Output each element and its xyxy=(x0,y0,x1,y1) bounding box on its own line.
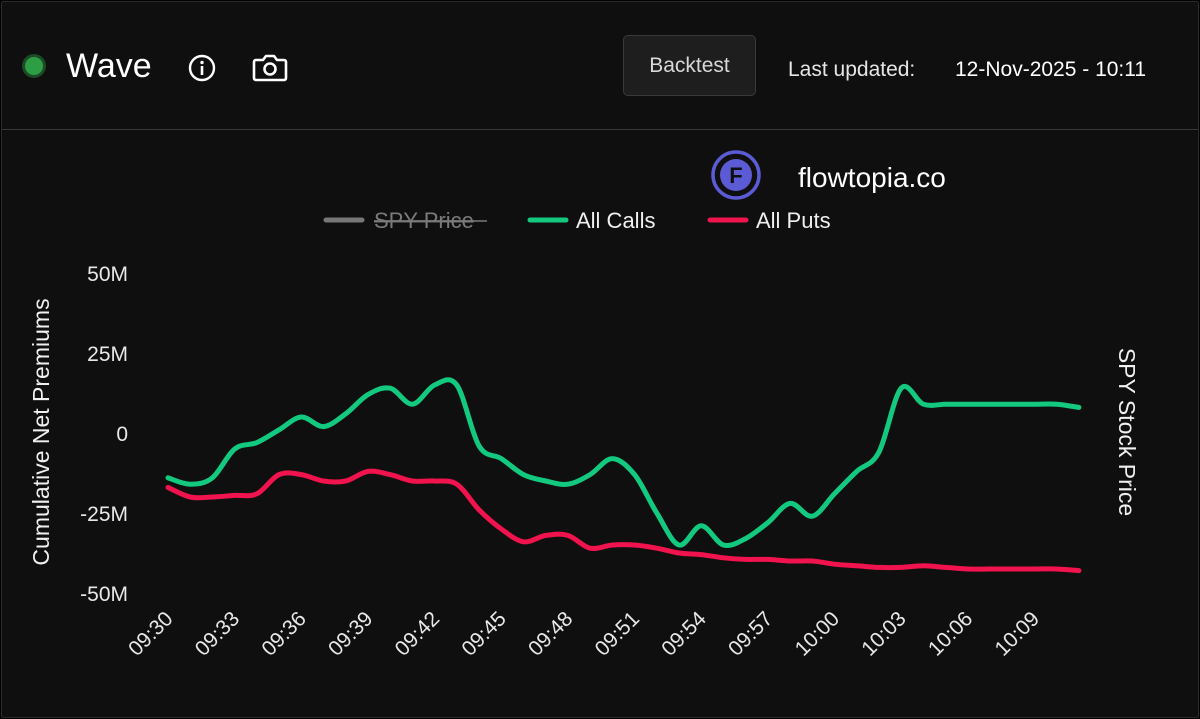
y-axis-title: Cumulative Net Premiums xyxy=(28,298,54,565)
status-indicator xyxy=(22,54,46,78)
legend-item-spy-price[interactable]: SPY Price xyxy=(323,208,487,233)
logo-letter: F xyxy=(729,163,742,188)
x-tick-label: 09:39 xyxy=(324,607,377,660)
y-tick-label: 0 xyxy=(116,423,128,446)
x-tick-label: 09:36 xyxy=(257,607,310,660)
x-tick-label: 09:51 xyxy=(591,607,644,660)
last-updated-value: 12-Nov-2025 - 10:11 xyxy=(955,58,1147,81)
x-tick-label: 09:30 xyxy=(124,607,177,660)
legend-item-all-puts[interactable]: All Puts xyxy=(707,208,831,233)
x-tick-label: 10:00 xyxy=(791,607,844,660)
camera-icon[interactable] xyxy=(252,51,288,83)
x-axis-ticks: 09:30 09:33 09:36 09:39 09:42 09:45 09:48 09:51… xyxy=(124,607,1044,661)
series-line-all-calls[interactable] xyxy=(165,377,1082,548)
x-tick-label: 09:57 xyxy=(724,607,777,660)
legend-label-all-puts: All Puts xyxy=(756,208,831,233)
x-tick-label: 10:09 xyxy=(991,607,1044,660)
flowtopia-logo-icon xyxy=(711,150,761,200)
x-tick-label: 09:33 xyxy=(191,607,244,660)
last-updated-label: Last updated: xyxy=(788,58,916,81)
x-tick-label: 10:03 xyxy=(857,607,910,660)
page-title: Wave xyxy=(66,47,152,85)
legend-label-all-calls: All Calls xyxy=(576,208,655,233)
legend: SPY Price All Calls All Puts xyxy=(323,208,831,233)
chart: F flowtopia.co SPY Price All Calls All P… xyxy=(28,150,1140,661)
x-tick-label: 09:54 xyxy=(657,607,711,661)
x-tick-label: 09:48 xyxy=(524,607,577,660)
info-icon[interactable] xyxy=(188,54,216,82)
x-tick-label: 09:45 xyxy=(457,607,510,660)
y-tick-label: -25M xyxy=(80,503,128,526)
plot-area xyxy=(165,377,1082,574)
y2-axis-title: SPY Stock Price xyxy=(1114,348,1140,516)
x-tick-label: 09:42 xyxy=(391,607,444,660)
y-tick-label: 50M xyxy=(87,263,128,286)
watermark-text: flowtopia.co xyxy=(798,162,946,193)
y-axis-ticks: 50M 25M 0 -25M -50M xyxy=(80,263,128,606)
watermark: F flowtopia.co xyxy=(711,150,946,200)
x-tick-label: 10:06 xyxy=(924,607,977,660)
legend-item-all-calls[interactable]: All Calls xyxy=(527,208,655,233)
y-tick-label: -50M xyxy=(80,583,128,606)
backtest-button[interactable]: Backtest xyxy=(623,35,756,96)
y-tick-label: 25M xyxy=(87,343,128,366)
series-line-all-puts[interactable] xyxy=(165,468,1082,574)
header: Wave Backtest Last updated: 12-Nov-2025 … xyxy=(2,2,1198,130)
